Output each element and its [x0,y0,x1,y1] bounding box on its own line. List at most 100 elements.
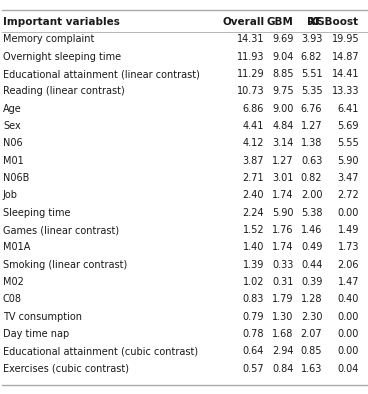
Text: GBM: GBM [267,17,294,27]
Text: 0.39: 0.39 [301,277,322,287]
Text: 6.76: 6.76 [301,104,322,114]
Text: 6.82: 6.82 [301,52,322,62]
Text: 2.40: 2.40 [243,190,264,201]
Text: 2.30: 2.30 [301,312,322,322]
Text: 1.74: 1.74 [272,242,294,253]
Text: M01: M01 [3,156,24,166]
Text: Important variables: Important variables [3,17,120,27]
Text: 1.68: 1.68 [272,329,294,339]
Text: 1.38: 1.38 [301,138,322,149]
Text: Educational attainment (cubic contrast): Educational attainment (cubic contrast) [3,346,198,357]
Text: 1.49: 1.49 [338,225,359,235]
Text: 1.27: 1.27 [272,156,294,166]
Text: 0.44: 0.44 [301,260,322,270]
Text: 1.27: 1.27 [301,121,322,131]
Text: 19.95: 19.95 [332,34,359,45]
Text: 10.73: 10.73 [237,86,264,97]
Text: 2.00: 2.00 [301,190,322,201]
Text: 8.85: 8.85 [272,69,294,79]
Text: 4.12: 4.12 [243,138,264,149]
Text: 2.24: 2.24 [243,208,264,218]
Text: 1.46: 1.46 [301,225,322,235]
Text: Memory complaint: Memory complaint [3,34,94,45]
Text: 13.33: 13.33 [332,86,359,97]
Text: 6.41: 6.41 [338,104,359,114]
Text: 0.85: 0.85 [301,346,322,357]
Text: TV consumption: TV consumption [3,312,82,322]
Text: 0.63: 0.63 [301,156,322,166]
Text: 1.63: 1.63 [301,364,322,374]
Text: 0.00: 0.00 [338,346,359,357]
Text: 3.47: 3.47 [338,173,359,183]
Text: Sleeping time: Sleeping time [3,208,70,218]
Text: Reading (linear contrast): Reading (linear contrast) [3,86,125,97]
Text: Sex: Sex [3,121,21,131]
Text: 5.90: 5.90 [338,156,359,166]
Text: 0.64: 0.64 [243,346,264,357]
Text: 1.39: 1.39 [243,260,264,270]
Text: 1.47: 1.47 [338,277,359,287]
Text: 0.78: 0.78 [243,329,264,339]
Text: 5.69: 5.69 [338,121,359,131]
Text: Overall: Overall [222,17,264,27]
Text: 11.29: 11.29 [237,69,264,79]
Text: 9.04: 9.04 [272,52,294,62]
Text: 3.93: 3.93 [301,34,322,45]
Text: 0.31: 0.31 [272,277,294,287]
Text: 4.41: 4.41 [243,121,264,131]
Text: 1.74: 1.74 [272,190,294,201]
Text: 2.72: 2.72 [337,190,359,201]
Text: 14.41: 14.41 [332,69,359,79]
Text: Job: Job [3,190,18,201]
Text: RF: RF [307,17,322,27]
Text: 5.38: 5.38 [301,208,322,218]
Text: 14.87: 14.87 [332,52,359,62]
Text: N06: N06 [3,138,22,149]
Text: 1.76: 1.76 [272,225,294,235]
Text: Age: Age [3,104,22,114]
Text: 9.75: 9.75 [272,86,294,97]
Text: 0.49: 0.49 [301,242,322,253]
Text: 0.83: 0.83 [243,294,264,305]
Text: 1.52: 1.52 [243,225,264,235]
Text: N06B: N06B [3,173,29,183]
Text: 1.79: 1.79 [272,294,294,305]
Text: 2.06: 2.06 [338,260,359,270]
Text: 2.07: 2.07 [301,329,322,339]
Text: 0.79: 0.79 [243,312,264,322]
Text: 1.02: 1.02 [243,277,264,287]
Text: Exercises (cubic contrast): Exercises (cubic contrast) [3,364,129,374]
Text: 0.82: 0.82 [301,173,322,183]
Text: M01A: M01A [3,242,30,253]
Text: 5.51: 5.51 [301,69,322,79]
Text: Smoking (linear contrast): Smoking (linear contrast) [3,260,127,270]
Text: 0.84: 0.84 [272,364,294,374]
Text: M02: M02 [3,277,24,287]
Text: 1.30: 1.30 [272,312,294,322]
Text: 0.00: 0.00 [338,208,359,218]
Text: 6.86: 6.86 [243,104,264,114]
Text: 9.00: 9.00 [272,104,294,114]
Text: 1.40: 1.40 [243,242,264,253]
Text: Games (linear contrast): Games (linear contrast) [3,225,119,235]
Text: 0.00: 0.00 [338,329,359,339]
Text: 4.84: 4.84 [272,121,294,131]
Text: 1.73: 1.73 [338,242,359,253]
Text: C08: C08 [3,294,22,305]
Text: 5.90: 5.90 [272,208,294,218]
Text: 11.93: 11.93 [237,52,264,62]
Text: Day time nap: Day time nap [3,329,69,339]
Text: 5.35: 5.35 [301,86,322,97]
Text: 0.40: 0.40 [338,294,359,305]
Text: 3.87: 3.87 [243,156,264,166]
Text: Educational attainment (linear contrast): Educational attainment (linear contrast) [3,69,200,79]
Text: 2.71: 2.71 [243,173,264,183]
Text: 0.04: 0.04 [338,364,359,374]
Text: 1.28: 1.28 [301,294,322,305]
Text: Overnight sleeping time: Overnight sleeping time [3,52,121,62]
Text: 3.14: 3.14 [272,138,294,149]
Text: 0.33: 0.33 [272,260,294,270]
Text: 0.00: 0.00 [338,312,359,322]
Text: 2.94: 2.94 [272,346,294,357]
Text: XGBoost: XGBoost [309,17,359,27]
